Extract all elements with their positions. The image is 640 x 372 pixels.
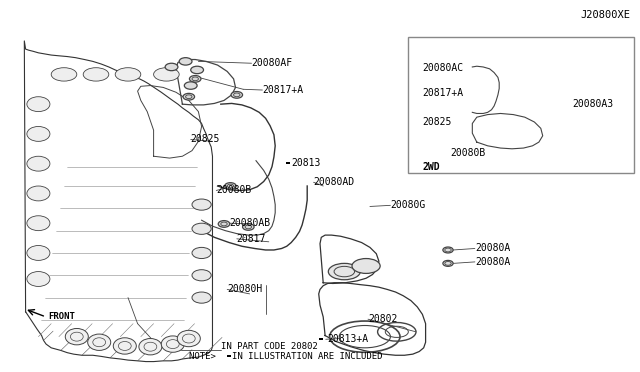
Ellipse shape	[189, 76, 201, 82]
Ellipse shape	[27, 216, 50, 231]
Ellipse shape	[154, 68, 179, 81]
Text: 2WD: 2WD	[422, 162, 440, 171]
Ellipse shape	[65, 328, 88, 345]
Ellipse shape	[504, 64, 514, 70]
Ellipse shape	[218, 221, 230, 227]
Ellipse shape	[225, 183, 236, 189]
Text: 20825: 20825	[422, 117, 452, 127]
Ellipse shape	[184, 82, 197, 89]
Ellipse shape	[83, 68, 109, 81]
Ellipse shape	[192, 292, 211, 303]
Ellipse shape	[520, 66, 530, 72]
Text: 20080AB: 20080AB	[229, 218, 270, 228]
Ellipse shape	[139, 339, 162, 355]
Ellipse shape	[183, 93, 195, 100]
Text: 20080G: 20080G	[390, 201, 426, 210]
Text: IN PART CODE 20802: IN PART CODE 20802	[221, 342, 317, 351]
Text: 20080A: 20080A	[475, 244, 510, 253]
Ellipse shape	[191, 66, 204, 74]
Ellipse shape	[27, 272, 50, 286]
Bar	[286, 162, 290, 164]
Text: 20080AD: 20080AD	[314, 177, 355, 187]
Ellipse shape	[115, 68, 141, 81]
Bar	[227, 355, 231, 357]
Text: 20817+A: 20817+A	[422, 88, 463, 98]
Ellipse shape	[243, 224, 254, 230]
Text: 20080B: 20080B	[450, 148, 485, 157]
Text: 20080A: 20080A	[475, 257, 510, 267]
Ellipse shape	[443, 260, 453, 266]
Text: 20080AC: 20080AC	[422, 63, 463, 73]
Ellipse shape	[113, 338, 136, 354]
Ellipse shape	[88, 334, 111, 350]
Ellipse shape	[27, 126, 50, 141]
Ellipse shape	[161, 336, 184, 352]
Ellipse shape	[192, 247, 211, 259]
Ellipse shape	[328, 263, 360, 280]
Ellipse shape	[179, 58, 192, 65]
Text: 20080A3: 20080A3	[573, 99, 614, 109]
Text: NOTE>: NOTE>	[189, 352, 221, 361]
Ellipse shape	[499, 137, 538, 155]
Ellipse shape	[486, 68, 497, 74]
Text: 20080AF: 20080AF	[252, 58, 292, 68]
Ellipse shape	[488, 86, 498, 92]
Bar	[408, 37, 634, 173]
Ellipse shape	[192, 199, 211, 210]
Text: 20080H: 20080H	[227, 285, 262, 294]
Ellipse shape	[27, 186, 50, 201]
Ellipse shape	[27, 97, 50, 112]
Ellipse shape	[231, 92, 243, 98]
Text: 20813: 20813	[291, 158, 321, 168]
Text: 20802: 20802	[368, 314, 397, 324]
Ellipse shape	[192, 270, 211, 281]
Ellipse shape	[27, 246, 50, 260]
Ellipse shape	[51, 68, 77, 81]
Ellipse shape	[27, 156, 50, 171]
Ellipse shape	[165, 63, 178, 71]
Text: 20817: 20817	[237, 234, 266, 244]
Ellipse shape	[443, 247, 453, 253]
Ellipse shape	[540, 78, 550, 84]
Text: IN ILLUSTRATION ARE INCLUDED: IN ILLUSTRATION ARE INCLUDED	[232, 352, 382, 361]
Text: 20813+A: 20813+A	[328, 334, 369, 344]
Ellipse shape	[192, 223, 211, 234]
Bar	[319, 338, 323, 340]
Text: FRONT: FRONT	[49, 312, 76, 321]
Ellipse shape	[177, 330, 200, 347]
Text: 20825: 20825	[191, 135, 220, 144]
Ellipse shape	[352, 259, 380, 273]
Text: 20080B: 20080B	[216, 186, 252, 195]
Text: J20800XE: J20800XE	[580, 10, 630, 20]
Text: 20817+A: 20817+A	[262, 85, 303, 95]
